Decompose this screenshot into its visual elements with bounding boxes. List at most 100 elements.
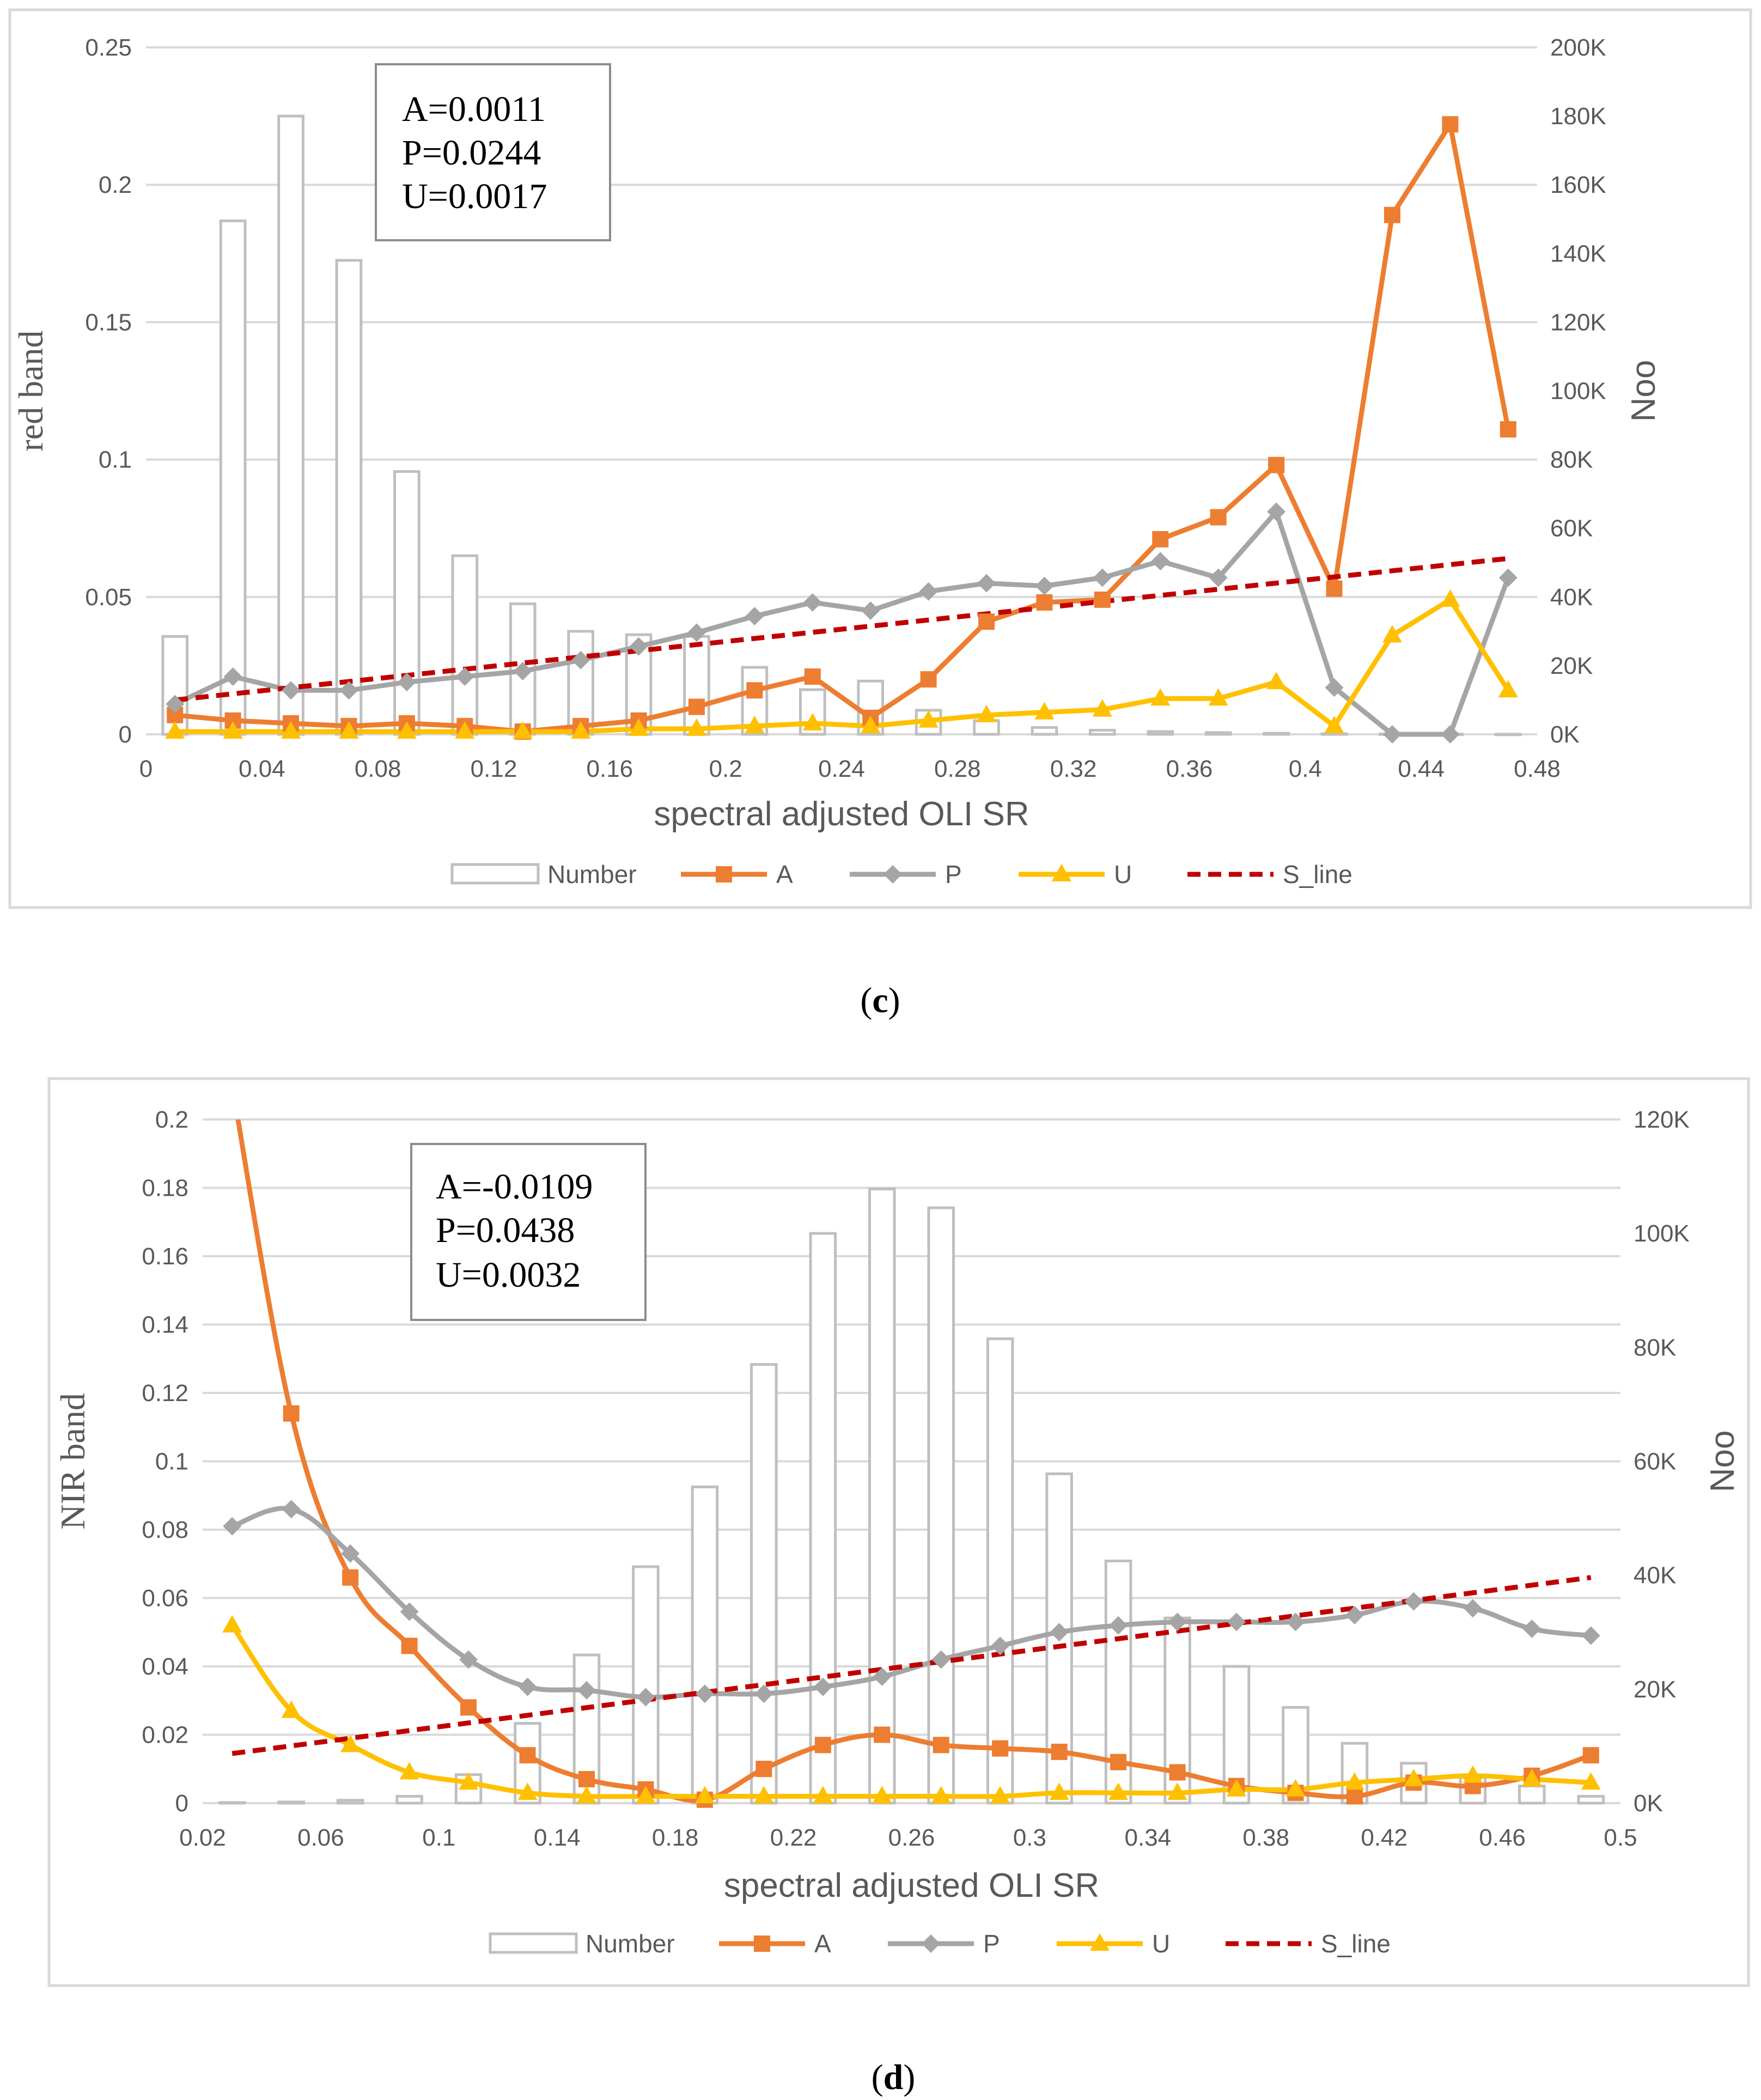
y-axis-title: NIR band: [53, 1393, 92, 1530]
chart-c-frame: [8, 8, 1752, 909]
bar-number: [809, 1232, 837, 1805]
marker-A: [1500, 421, 1516, 438]
marker-U: [397, 721, 417, 739]
y-tick-label: 0.02: [142, 1722, 188, 1749]
legend-marker-U: [1090, 1933, 1110, 1951]
legend-label: Number: [586, 1929, 675, 1958]
marker-U: [977, 704, 997, 722]
marker-U: [165, 721, 185, 739]
series-line-A: [235, 1119, 1592, 1803]
x-tick-label: 0.02: [179, 1824, 226, 1851]
y2-tick-label: 120K: [1550, 309, 1606, 336]
stats-line: A=-0.0109: [436, 1167, 593, 1207]
marker-P: [400, 1602, 419, 1621]
y-tick-label: 0.2: [155, 1106, 188, 1133]
marker-U: [513, 721, 533, 739]
marker-U: [1227, 1779, 1247, 1797]
marker-U: [694, 1786, 715, 1804]
marker-P: [1267, 502, 1286, 521]
x-tick-label: 0.42: [1361, 1824, 1407, 1851]
marker-U: [1092, 699, 1112, 717]
y-tick-label: 0.06: [142, 1585, 188, 1612]
marker-A: [1152, 531, 1169, 547]
marker-P: [1581, 1626, 1600, 1645]
marker-U: [1382, 625, 1402, 643]
stats-line: P=0.0244: [402, 133, 541, 173]
marker-U: [455, 721, 475, 739]
marker-U: [861, 715, 881, 733]
marker-U: [281, 1700, 301, 1718]
bar-number: [1263, 732, 1290, 736]
marker-U: [1581, 1772, 1601, 1790]
marker-U: [686, 718, 706, 736]
marker-P: [455, 667, 474, 686]
marker-A: [920, 671, 937, 688]
marker-U: [990, 1786, 1010, 1804]
bar-number: [799, 688, 826, 736]
marker-U: [1108, 1782, 1129, 1800]
marker-A: [746, 682, 763, 699]
bar-number: [1089, 728, 1116, 736]
marker-P: [991, 1636, 1010, 1655]
marker-U: [281, 721, 301, 739]
legend-label: S_line: [1283, 860, 1352, 888]
marker-U: [872, 1786, 892, 1804]
marker-U: [517, 1782, 538, 1800]
marker-P: [873, 1667, 892, 1686]
legend-label: S_line: [1321, 1929, 1391, 1958]
marker-P: [1382, 725, 1402, 744]
stats-box: [410, 1143, 647, 1321]
legend-marker-A: [716, 866, 732, 882]
marker-U: [1034, 702, 1055, 720]
marker-A: [874, 1726, 891, 1743]
y-tick-label: 0.05: [85, 584, 132, 611]
series-lines: [174, 121, 1511, 737]
legend-marker-A: [754, 1935, 770, 1952]
y-tick-label: 0.14: [142, 1312, 188, 1338]
legend-label: U: [1114, 860, 1132, 888]
x-tick-label: 0.12: [471, 756, 517, 782]
marker-P: [1093, 568, 1112, 587]
marker-A: [992, 1740, 1009, 1757]
y2-axis-title: Noo: [1704, 1431, 1741, 1493]
marker-P: [459, 1650, 478, 1669]
marker-A: [1384, 206, 1400, 223]
marker-P: [518, 1677, 537, 1696]
marker-U: [223, 721, 243, 739]
y2-tick-label: 60K: [1550, 515, 1593, 542]
y2-tick-label: 40K: [1550, 584, 1593, 611]
y2-tick-label: 60K: [1634, 1448, 1676, 1475]
marker-A: [1268, 456, 1285, 473]
marker-U: [1404, 1769, 1424, 1787]
x-tick-label: 0.08: [355, 756, 401, 782]
legend-marker-U: [1052, 864, 1071, 881]
marker-U: [1266, 672, 1287, 690]
legend-marker-P: [922, 1934, 940, 1953]
marker-P: [1109, 1616, 1128, 1635]
bar-number: [395, 1794, 423, 1805]
series-line-S_line: [231, 1575, 1592, 1756]
y2-tick-label: 180K: [1550, 103, 1606, 130]
y2-axis-title: Noo: [1625, 360, 1662, 422]
x-axis-title: spectral adjusted OLI SR: [654, 795, 1029, 833]
legend-swatch-Number: [450, 863, 540, 885]
y2-tick-label: 120K: [1634, 1106, 1690, 1133]
series-line-A: [174, 121, 1511, 734]
x-tick-label: 0.4: [1289, 756, 1322, 782]
y2-tick-label: 40K: [1634, 1562, 1676, 1589]
x-tick-label: 0.22: [770, 1824, 817, 1851]
y2-tick-label: 80K: [1550, 447, 1593, 473]
x-tick-label: 0: [139, 756, 153, 782]
marker-A: [1326, 580, 1343, 597]
marker-P: [1050, 1623, 1069, 1642]
y-tick-label: 0.15: [85, 309, 132, 336]
marker-A: [933, 1737, 949, 1754]
legend-label: P: [983, 1929, 1000, 1958]
x-tick-label: 0.14: [534, 1824, 581, 1851]
marker-A: [804, 668, 821, 685]
x-tick-label: 0.48: [1514, 756, 1561, 782]
chart-c: 0 0.05 0.1 0.15 0.2 0.25 0K 20K 40K 60K 80K 100K 120…: [11, 34, 1662, 888]
marker-A: [460, 1699, 477, 1716]
x-tick-label: 0.04: [239, 756, 285, 782]
marker-P: [223, 667, 242, 686]
